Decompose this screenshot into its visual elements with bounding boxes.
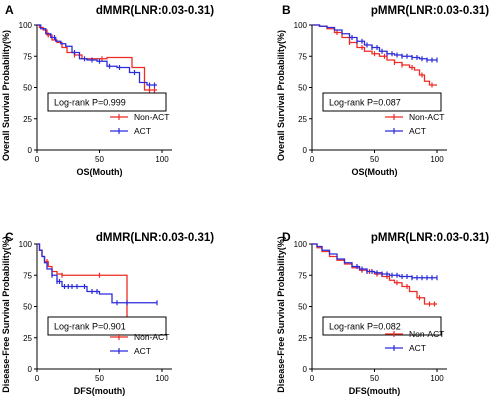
y-tick-label: 75 [23,52,32,61]
y-tick-label: 100 [294,21,308,30]
legend-label: Non-ACT [134,112,169,122]
y-tick-label: 50 [23,84,32,93]
legend-label: ACT [134,346,151,356]
legend-label: ACT [134,126,151,136]
x-tick-label: 100 [430,374,444,383]
y-tick-label: 25 [23,115,32,124]
panel-letter: C [5,230,14,244]
panel-letter: B [282,3,291,17]
y-tick-label: 25 [298,115,307,124]
pvalue-box [47,316,167,336]
km-curve-act [312,243,437,279]
pvalue-text: Log-rank P=0.901 [54,322,126,332]
x-tick-label: 100 [430,155,444,164]
y-tick-label: 0 [303,146,308,155]
legend-label: Non-ACT [134,332,169,342]
x-tick-label: 0 [35,374,40,383]
km-curve-act [37,24,157,86]
panel-title: pMMR(LNR:0.03-0.31) [371,232,489,244]
pvalue-text: Log-rank P=0.087 [329,98,401,108]
panel-title: dMMR(LNR:0.03-0.31) [96,232,214,244]
x-tick-label: 0 [310,155,315,164]
legend-label: ACT [409,343,426,353]
km-curve-act [37,243,157,304]
y-tick-label: 0 [28,146,33,155]
legend-label: Non-ACT [409,329,444,339]
x-tick-label: 50 [370,374,379,383]
y-tick-label: 75 [23,271,32,280]
legend-label: Non-ACT [409,112,444,122]
y-tick-label: 100 [294,240,308,249]
y-tick-label: 50 [23,303,32,312]
x-tick-label: 0 [310,374,315,383]
x-tick-label: 50 [95,374,104,383]
y-tick-label: 25 [23,334,32,343]
y-tick-label: 75 [298,271,307,280]
y-tick-label: 100 [19,21,33,30]
x-tick-label: 0 [35,155,40,164]
x-tick-label: 100 [155,374,169,383]
y-tick-label: 50 [298,84,307,93]
x-tick-label: 100 [155,155,169,164]
pvalue-text: Log-rank P=0.999 [54,98,126,108]
legend-label: ACT [409,126,426,136]
y-tick-label: 100 [19,240,33,249]
pvalue-box [47,92,167,112]
x-axis-label: DFS(mouth) [349,386,401,396]
km-curve-non-act [312,243,437,305]
y-tick-label: 50 [298,303,307,312]
panel-title: pMMR(LNR:0.03-0.31) [371,5,489,17]
y-tick-label: 25 [298,334,307,343]
pvalue-box [322,92,442,112]
km-curve-non-act [312,24,437,86]
y-axis-label: Overall Survival Probability(%) [276,30,286,161]
x-axis-label: OS(Mouth) [352,167,398,177]
y-tick-label: 0 [303,365,308,374]
x-axis-label: DFS(mouth) [74,386,126,396]
panel-letter: A [5,3,14,17]
pvalue-text: Log-rank P=0.082 [329,322,401,332]
km-curve-non-act [37,243,137,324]
y-axis-label: Overall Survival Probability(%) [1,30,11,161]
x-axis-label: OS(Mouth) [77,167,123,177]
x-tick-label: 50 [95,155,104,164]
panel-letter: D [282,230,291,244]
y-axis-label: Disease-Free Survival Probability(%) [1,236,11,393]
panel-title: dMMR(LNR:0.03-0.31) [96,5,214,17]
pvalue-box [322,316,442,336]
y-tick-label: 0 [28,365,33,374]
y-tick-label: 75 [298,52,307,61]
x-tick-label: 50 [370,155,379,164]
y-axis-label: Disease-Free Survival Probability(%) [276,236,286,393]
